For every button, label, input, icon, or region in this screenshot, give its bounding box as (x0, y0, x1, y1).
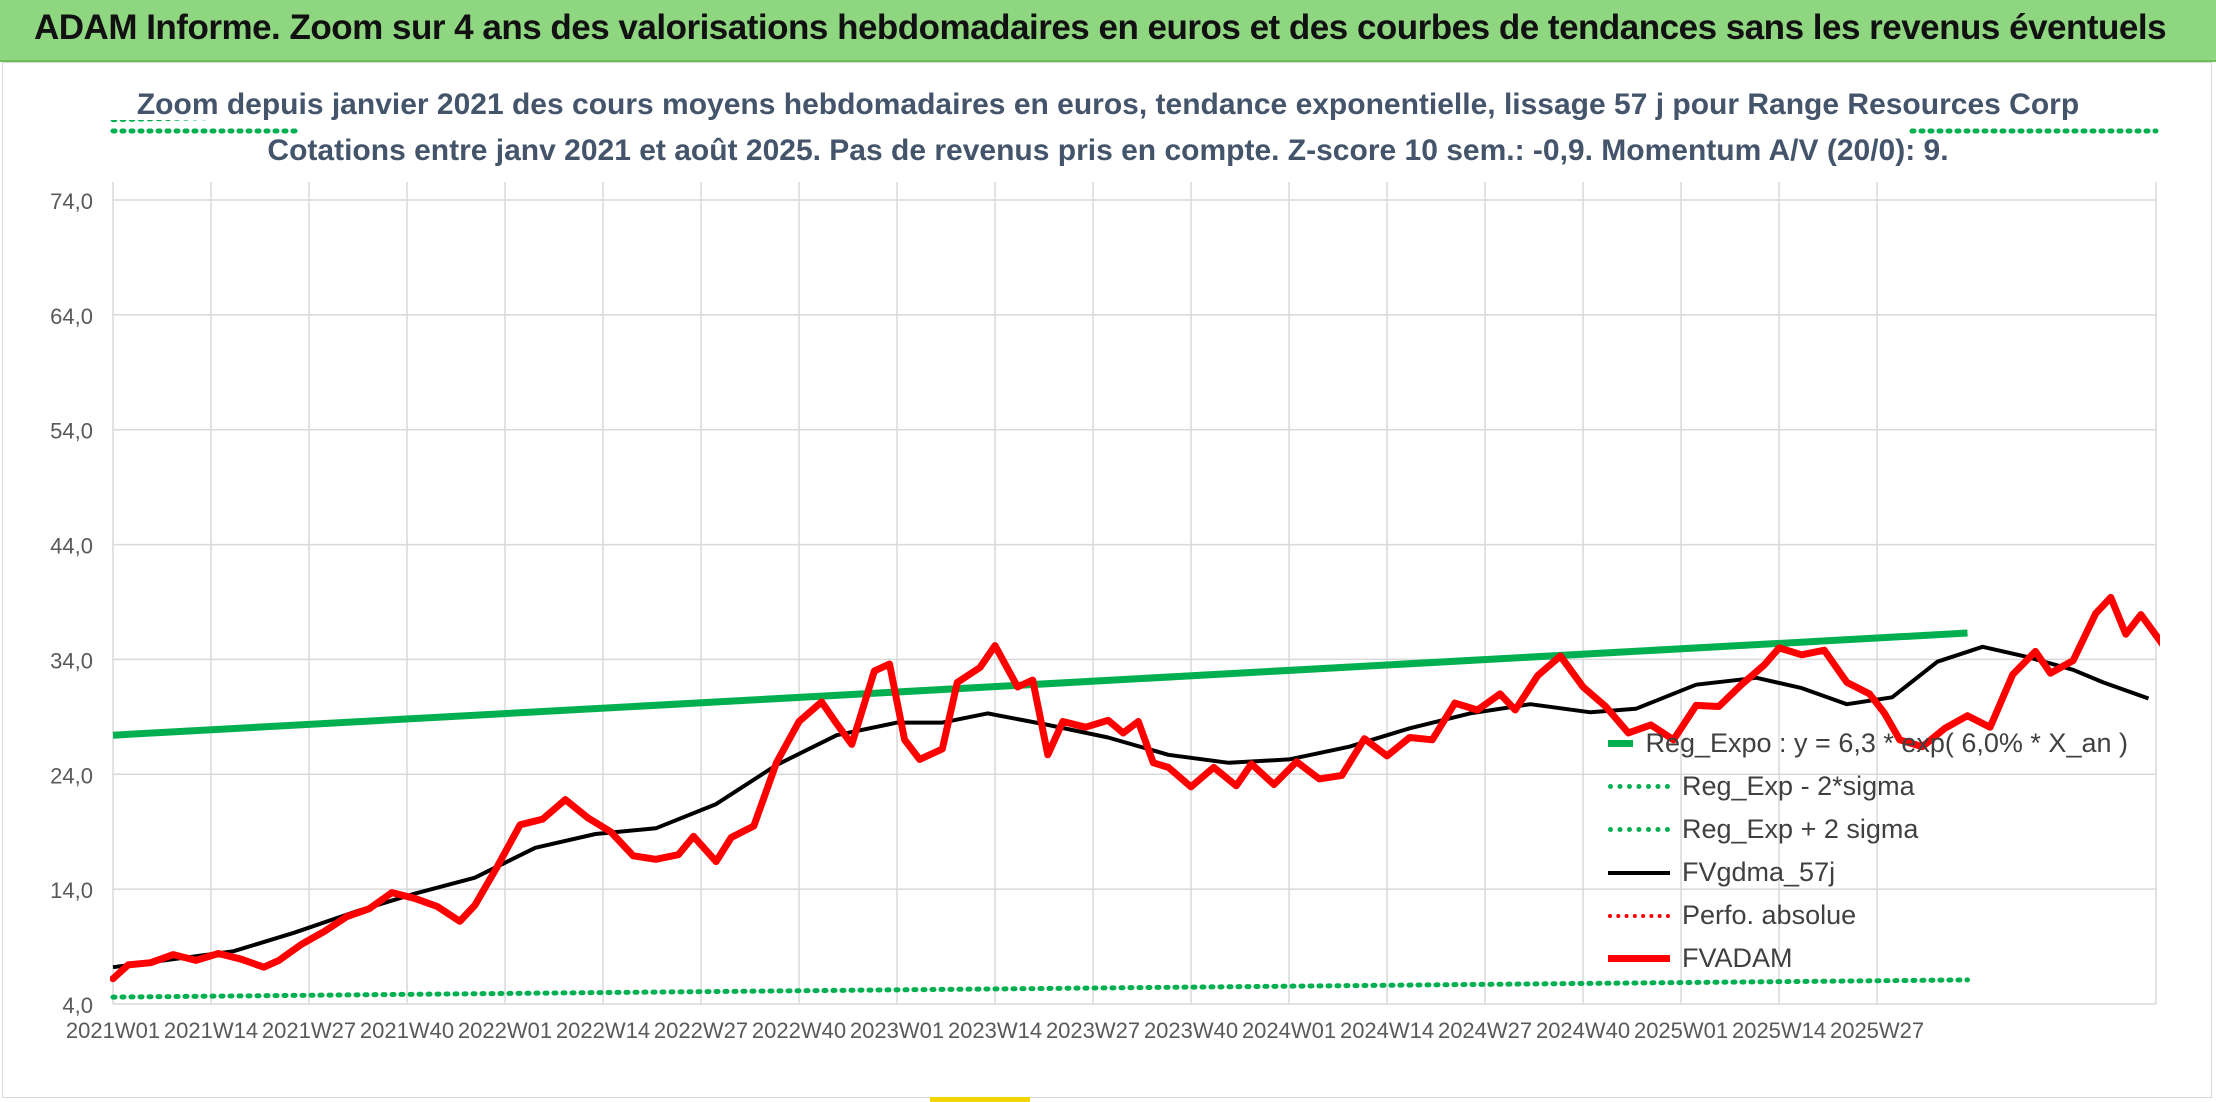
legend-item: Reg_Exp + 2 sigma (1608, 808, 2128, 851)
y-tick-label: 44,0 (50, 534, 93, 559)
x-tick-label: 2024W01 (1242, 1018, 1336, 1043)
reg-expo-line (112, 629, 1968, 739)
legend-item: FVgdma_57j (1608, 851, 2128, 894)
legend-swatch (1608, 740, 1634, 747)
fvgdma-57j-line (112, 644, 2150, 970)
y-tick-label: 34,0 (50, 648, 93, 673)
y-tick-label: 54,0 (50, 419, 93, 444)
fvadam-line (110, 593, 2160, 983)
legend-item: Reg_Expo : y = 6,3 * exp( 6,0% * X_an ) (1608, 722, 2128, 765)
x-tick-label: 2025W27 (1830, 1018, 1924, 1043)
legend-item: FVADAM (1608, 937, 2128, 980)
chart-title: Zoom depuis janvier 2021 des cours moyen… (136, 88, 2080, 121)
legend-label: FVgdma_57j (1682, 857, 1836, 887)
x-tick-label: 2021W01 (66, 1018, 160, 1043)
legend-swatch (1608, 870, 1670, 875)
bottom-accent (930, 1097, 1030, 1102)
x-tick-label: 2022W40 (752, 1018, 846, 1043)
legend-swatch (1608, 913, 1670, 918)
chart-legend: Reg_Expo : y = 6,3 * exp( 6,0% * X_an ) R… (1608, 722, 2128, 980)
header-bar: ADAM Informe. Zoom sur 4 ans des valoris… (0, 0, 2216, 62)
legend-item: Reg_Exp - 2*sigma (1608, 765, 2128, 808)
legend-label: Reg_Exp + 2 sigma (1682, 814, 1919, 844)
y-tick-label: 74,0 (50, 189, 93, 214)
x-tick-label: 2024W27 (1438, 1018, 1532, 1043)
legend-item: Perfo. absolue (1608, 894, 2128, 937)
x-tick-label: 2021W27 (262, 1018, 356, 1043)
x-tick-label: 2023W01 (850, 1018, 944, 1043)
x-tick-label: 2021W14 (164, 1018, 258, 1043)
x-tick-label: 2025W14 (1732, 1018, 1826, 1043)
chart-grid (112, 182, 2157, 1005)
reg-exp-plus-2sigma-line (110, 120, 216, 123)
y-axis-ticks: 4,0 14,0 24,0 34,0 44,0 54,0 64,0 74,0 (50, 189, 93, 1018)
chart-subtitle: Cotations entre janv 2021 et août 2025. … (267, 134, 1949, 167)
chart-frame (2, 62, 2212, 1098)
legend-swatch (1608, 955, 1670, 962)
y-tick-label: 4,0 (62, 993, 93, 1018)
x-tick-label: 2023W14 (948, 1018, 1042, 1043)
legend-label: Reg_Exp - 2*sigma (1682, 771, 1915, 801)
legend-swatch (1608, 784, 1670, 789)
x-tick-label: 2022W27 (654, 1018, 748, 1043)
x-tick-label: 2023W40 (1144, 1018, 1238, 1043)
y-tick-label: 14,0 (50, 878, 93, 903)
x-tick-label: 2022W14 (556, 1018, 650, 1043)
page-title: ADAM Informe. Zoom sur 4 ans des valoris… (34, 8, 2167, 47)
legend-label: Perfo. absolue (1682, 900, 1857, 930)
y-tick-label: 24,0 (50, 763, 93, 788)
x-tick-label: 2025W01 (1634, 1018, 1728, 1043)
x-tick-label: 2023W27 (1046, 1018, 1140, 1043)
legend-label: FVADAM (1682, 943, 1793, 973)
reg-exp-minus-2sigma-line (110, 977, 1970, 1000)
chart-series (110, 120, 2160, 1000)
legend-swatch (1608, 827, 1670, 832)
x-tick-label: 2024W14 (1340, 1018, 1434, 1043)
x-tick-label: 2022W01 (458, 1018, 552, 1043)
x-axis-ticks: 2021W01 2021W14 2021W27 2021W40 2022W01 2022W… (66, 1018, 1924, 1043)
x-tick-label: 2024W40 (1536, 1018, 1630, 1043)
y-tick-label: 64,0 (50, 304, 93, 329)
legend-label: Reg_Expo : y = 6,3 * exp( 6,0% * X_an ) (1645, 728, 2128, 758)
x-tick-label: 2021W40 (360, 1018, 454, 1043)
